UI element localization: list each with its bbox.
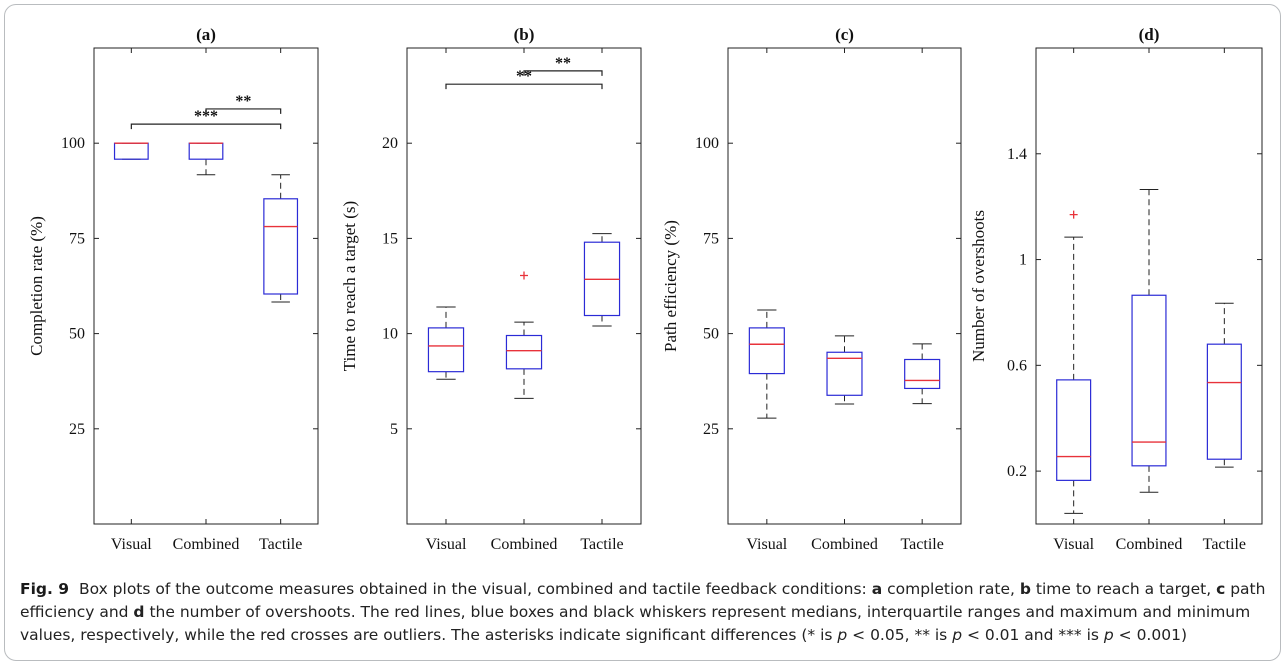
- significance-label: **: [235, 93, 251, 110]
- x-tick-label: Combined: [491, 536, 558, 553]
- x-tick-label: Tactile: [1203, 536, 1246, 553]
- iqr-box: [427, 327, 465, 373]
- caption-p-symbol: p: [837, 626, 848, 644]
- significance-label: **: [516, 68, 532, 85]
- x-tick-label: Visual: [1053, 536, 1094, 553]
- box-tactile: [1206, 302, 1242, 468]
- caption-text-1: Box plots of the outcome measures obtain…: [78, 580, 872, 598]
- x-tick-label: Tactile: [580, 536, 623, 553]
- y-axis-label: Completion rate (%): [27, 216, 46, 356]
- caption-letter-a: a: [871, 580, 883, 598]
- caption-text-5: the number of overshoots. The red lines,…: [20, 603, 1251, 644]
- y-tick-label: 100: [61, 135, 85, 152]
- box-tactile: [904, 343, 941, 405]
- x-tick-label: Visual: [111, 536, 152, 553]
- y-tick-label: 0.6: [1007, 357, 1027, 374]
- x-tick-label: Combined: [811, 536, 878, 553]
- chart-panel-a: (a) 25 50 75 100 Completion rate (%) Visual Com…: [27, 25, 319, 553]
- caption-letter-d: d: [133, 603, 145, 621]
- significance-label: **: [555, 55, 571, 72]
- significance-bracket: [445, 83, 603, 90]
- chart-title: (c): [835, 25, 854, 44]
- x-tick-label: Visual: [426, 536, 467, 553]
- y-tick-label: 1: [1019, 252, 1027, 269]
- box-combined: [505, 271, 543, 399]
- box-combined: [188, 142, 224, 176]
- caption-label: Fig. 9: [20, 580, 70, 598]
- x-tick-label: Combined: [1116, 536, 1183, 553]
- y-tick-label: 0.2: [1007, 463, 1027, 480]
- box-visual: [1056, 210, 1092, 514]
- significance-label: ***: [194, 108, 218, 125]
- y-tick-label: 75: [69, 230, 85, 247]
- iqr-box: [826, 351, 863, 396]
- caption-letter-b: b: [1019, 580, 1031, 598]
- box-visual: [113, 142, 149, 160]
- chart-title: (d): [1139, 25, 1160, 44]
- y-axis-label: Time to reach a target (s): [340, 201, 359, 371]
- chart-title: (b): [514, 25, 535, 44]
- caption-letter-c: c: [1216, 580, 1226, 598]
- significance-bracket: [523, 70, 603, 76]
- caption-text-2: completion rate,: [882, 580, 1020, 598]
- caption-text-8: < 0.001): [1113, 626, 1187, 644]
- iqr-box: [748, 327, 785, 375]
- box-visual: [427, 306, 465, 380]
- x-tick-label: Visual: [746, 536, 787, 553]
- plot-area-frame: [1035, 47, 1263, 525]
- chart-panel-d: (d) 0.2 0.6 1 1.4 Number of overshoots Visual C…: [969, 25, 1263, 553]
- y-tick-label: 25: [69, 421, 85, 438]
- outlier-marker: [1069, 210, 1078, 219]
- caption-p-symbol: p: [952, 626, 963, 644]
- y-tick-label: 25: [703, 421, 719, 438]
- figure-card: [4, 4, 1281, 661]
- x-tick-label: Tactile: [259, 536, 302, 553]
- iqr-box: [904, 358, 941, 390]
- significance-bracket: [130, 123, 282, 130]
- y-axis-label: Number of overshoots: [969, 210, 988, 362]
- caption-text-4: path efficiency and: [20, 580, 1266, 621]
- box-plot-figure: (a) 25 50 75 100 Completion rate (%) Visual Com…: [27, 25, 1263, 553]
- caption-p-symbol: p: [1103, 626, 1114, 644]
- box-tactile: [583, 233, 621, 327]
- iqr-box: [505, 334, 543, 370]
- box-combined: [1131, 188, 1167, 493]
- iqr-box: [1206, 343, 1242, 460]
- chart-title: (a): [196, 25, 216, 44]
- iqr-box: [1131, 294, 1167, 467]
- caption-text-7: < 0.01 and *** is: [962, 626, 1104, 644]
- plot-area-frame: [406, 47, 642, 525]
- figure-caption: Fig. 9 Box plots of the outcome measures…: [20, 578, 1270, 647]
- iqr-box: [188, 142, 224, 160]
- y-tick-label: 10: [382, 326, 398, 343]
- y-tick-label: 5: [390, 421, 398, 438]
- box-combined: [826, 335, 863, 405]
- y-tick-label: 50: [69, 326, 85, 343]
- iqr-box: [1056, 379, 1092, 481]
- significance-bracket: [205, 108, 282, 114]
- plot-area-frame: [727, 47, 962, 525]
- chart-panel-b: (b) 5 10 15 20 Time to reach a target (s) Visu…: [340, 25, 642, 553]
- x-tick-label: Tactile: [901, 536, 944, 553]
- y-tick-label: 20: [382, 135, 398, 152]
- y-tick-label: 15: [382, 230, 398, 247]
- y-axis-label: Path efficiency (%): [661, 220, 680, 352]
- x-tick-label: Combined: [173, 536, 240, 553]
- caption-text-6: < 0.05, ** is: [847, 626, 953, 644]
- caption-text-3: time to reach a target,: [1030, 580, 1217, 598]
- y-tick-label: 75: [703, 230, 719, 247]
- chart-panel-c: (c) 25 50 75 100 Path efficiency (%) Visual Com…: [661, 25, 962, 553]
- iqr-box: [263, 198, 299, 295]
- box-tactile: [263, 174, 299, 303]
- box-visual: [748, 309, 785, 419]
- y-tick-label: 100: [695, 135, 719, 152]
- outlier-marker: [520, 271, 528, 280]
- y-tick-label: 50: [703, 326, 719, 343]
- y-tick-label: 1.4: [1007, 146, 1027, 163]
- iqr-box: [113, 142, 149, 160]
